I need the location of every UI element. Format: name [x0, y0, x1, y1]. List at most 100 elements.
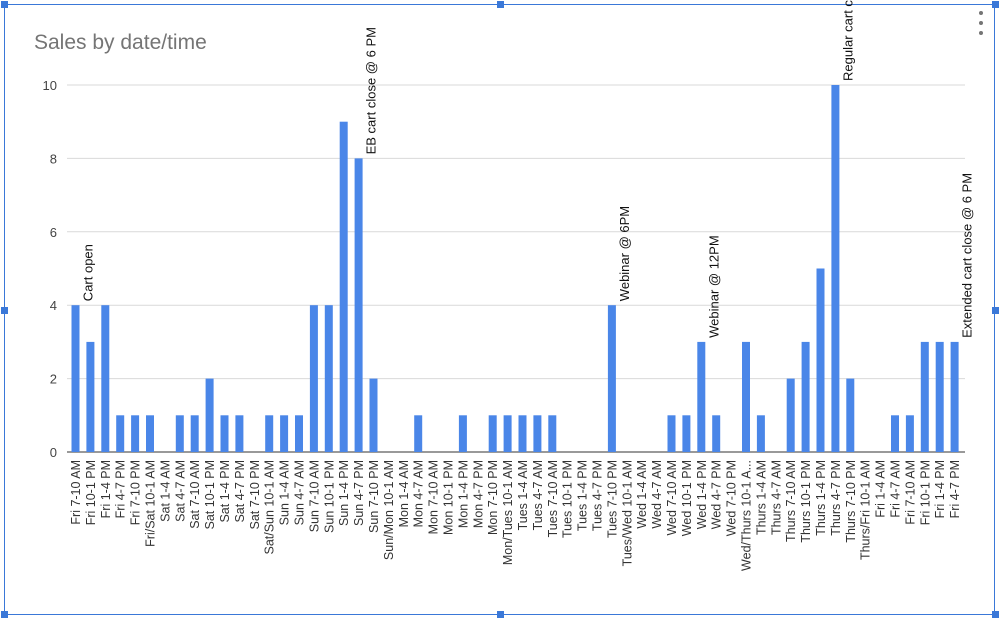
bar[interactable]	[831, 85, 840, 452]
bar[interactable]	[846, 378, 855, 452]
bar[interactable]	[175, 415, 184, 452]
bar[interactable]	[205, 378, 214, 452]
bar[interactable]	[488, 415, 497, 452]
bar[interactable]	[324, 305, 333, 452]
x-tick-label: Thurs 1-4 PM	[814, 460, 828, 536]
x-tick-label: Fri 1-4 PM	[99, 460, 113, 518]
bar[interactable]	[607, 305, 616, 452]
x-tick-label: Fri 7-10 AM	[903, 460, 917, 525]
bar[interactable]	[369, 378, 378, 452]
x-tick-label: Thurs 1-4 AM	[754, 460, 768, 535]
x-tick-label: Thurs/Fri 10-1 AM	[859, 460, 873, 560]
x-tick-label: Wed 1-4 AM	[635, 460, 649, 529]
x-tick-label: Wed 4-7 PM	[710, 460, 724, 529]
bar[interactable]	[101, 305, 110, 452]
bar[interactable]	[742, 341, 750, 452]
bar[interactable]	[816, 268, 825, 453]
bar[interactable]	[146, 415, 154, 452]
x-tick-label: Wed 10-1 PM	[680, 460, 694, 536]
bar[interactable]	[131, 415, 140, 452]
bar[interactable]	[786, 378, 795, 452]
bar[interactable]	[950, 341, 959, 452]
x-tick-label: Thurs 10-1 PM	[799, 460, 813, 543]
bar[interactable]	[265, 415, 274, 452]
bar[interactable]	[712, 415, 721, 452]
bar[interactable]	[235, 415, 244, 452]
bar[interactable]	[309, 305, 318, 452]
x-tick-label: Sat 4-7 AM	[173, 460, 187, 522]
x-tick-label: Mon/Tues 10-1 AM	[501, 460, 515, 565]
bar[interactable]	[414, 415, 423, 452]
resize-handle-bottom-left[interactable]	[1, 611, 8, 618]
annotation-label: EB cart close @ 6 PM	[364, 27, 379, 154]
bar[interactable]	[339, 121, 348, 452]
x-tick-label: Sun 1-4 AM	[278, 460, 292, 525]
bar[interactable]	[116, 415, 125, 452]
bar[interactable]	[71, 305, 80, 452]
bar[interactable]	[518, 415, 527, 452]
x-tick-label: Tues 4-7 AM	[531, 460, 545, 530]
x-tick-label: Fri 7-10 PM	[129, 460, 143, 525]
more-vert-icon[interactable]	[975, 11, 987, 35]
bar[interactable]	[920, 341, 929, 452]
chart-container[interactable]	[4, 4, 995, 615]
bar[interactable]	[697, 341, 706, 452]
bar[interactable]	[503, 415, 512, 452]
bar[interactable]	[801, 341, 810, 452]
resize-handle-top-center[interactable]	[497, 1, 504, 8]
resize-handle-middle-left[interactable]	[1, 307, 8, 314]
x-tick-label: Mon 7-10 PM	[486, 460, 500, 535]
bar[interactable]	[935, 341, 944, 452]
bar[interactable]	[756, 415, 765, 452]
x-tick-label: Thurs 7-10 AM	[784, 460, 798, 542]
x-tick-label: Tues 1-4 AM	[516, 460, 530, 530]
x-tick-label: Fri/Sat 10-1 AM	[144, 460, 158, 547]
y-tick-label: 4	[50, 298, 57, 313]
x-tick-label: Tues 1-4 PM	[576, 460, 590, 531]
bar[interactable]	[354, 158, 363, 452]
x-tick-label: Tues 4-7 PM	[591, 460, 605, 531]
bar[interactable]	[458, 415, 467, 452]
x-tick-label: Sat 10-1 PM	[203, 460, 217, 529]
x-tick-label: Sat 1-4 PM	[218, 460, 232, 523]
x-tick-label: Sat 7-10 PM	[248, 460, 262, 529]
x-tick-label: Fri 1-4 PM	[933, 460, 947, 518]
x-tick-label: Tues 10-1 PM	[561, 460, 575, 538]
bar[interactable]	[533, 415, 542, 452]
bar[interactable]	[891, 415, 899, 452]
x-tick-label: Fri 4-7 PM	[114, 460, 128, 518]
y-tick-label: 6	[50, 225, 57, 240]
x-tick-label: Mon 7-10 AM	[427, 460, 441, 534]
x-tick-label: Tues 7-10 AM	[546, 460, 560, 537]
x-tick-label: Sun 4-7 PM	[352, 460, 366, 526]
x-tick-label: Wed 4-7 AM	[650, 460, 664, 529]
x-tick-label: Sun 1-4 PM	[337, 460, 351, 526]
x-tick-label: Fri 7-10 AM	[69, 460, 83, 525]
bar[interactable]	[280, 415, 289, 452]
bar[interactable]	[190, 415, 199, 452]
x-tick-label: Thurs 4-7 PM	[829, 460, 843, 536]
bar[interactable]	[682, 415, 691, 452]
x-tick-label: Mon 4-7 PM	[471, 460, 485, 528]
x-tick-label: Sat/Sun 10-1 AM	[263, 460, 277, 555]
x-tick-label: Sat 4-7 PM	[233, 460, 247, 523]
resize-handle-top-right[interactable]	[992, 1, 999, 8]
y-tick-label: 8	[50, 151, 57, 166]
annotation-label: Extended cart close @ 6 PM	[960, 173, 975, 338]
resize-handle-middle-right[interactable]	[992, 307, 999, 314]
x-tick-label: Sun 10-1 PM	[322, 460, 336, 533]
x-tick-label: Fri 4-7 PM	[948, 460, 962, 518]
chart-title: Sales by date/time	[34, 31, 207, 54]
bar[interactable]	[548, 415, 557, 452]
y-tick-label: 2	[50, 372, 57, 387]
resize-handle-top-left[interactable]	[1, 1, 8, 8]
resize-handle-bottom-center[interactable]	[497, 611, 504, 618]
resize-handle-bottom-right[interactable]	[992, 611, 999, 618]
bar[interactable]	[905, 415, 914, 452]
x-tick-label: Sun/Mon 10-1 AM	[382, 460, 396, 560]
bar[interactable]	[295, 415, 303, 452]
bar[interactable]	[86, 341, 95, 452]
bar[interactable]	[667, 415, 676, 452]
x-tick-label: Fri 4-7 AM	[889, 460, 903, 518]
bar[interactable]	[220, 415, 229, 452]
